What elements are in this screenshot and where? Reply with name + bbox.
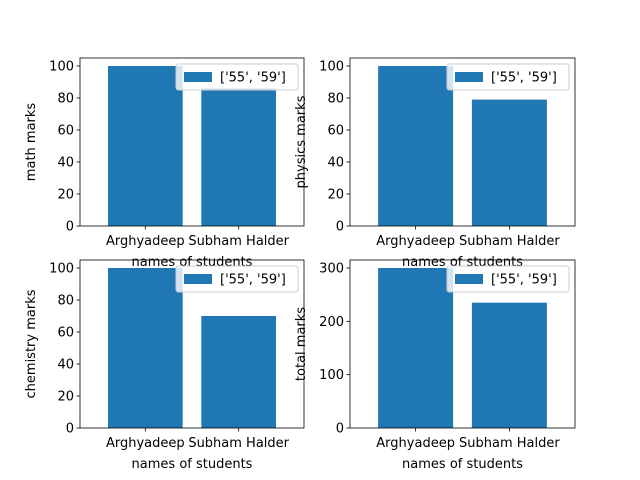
- y-tick-label: 60: [57, 124, 74, 139]
- y-tick-label: 20: [57, 390, 74, 405]
- legend-box: [446, 265, 570, 293]
- axes-frame: [349, 57, 576, 227]
- bar-arghyadeep: [378, 268, 454, 428]
- y-tick-label: 300: [319, 262, 344, 277]
- y-tick-label: 100: [49, 60, 74, 75]
- y-tick-label: 40: [57, 358, 74, 373]
- axes-frame: [349, 259, 576, 429]
- y-tick-label: 40: [57, 156, 74, 171]
- y-tick-label: 200: [319, 315, 344, 330]
- y-tick-label: 100: [319, 60, 344, 75]
- axes-frame: [79, 259, 305, 429]
- legend-box: [175, 265, 299, 293]
- y-tick-label: 0: [66, 422, 74, 437]
- legend-label: ['55', '59']: [220, 273, 286, 288]
- y-axis-label: math marks: [24, 103, 39, 182]
- y-tick-label: 60: [57, 326, 74, 341]
- y-tick-label: 20: [57, 188, 74, 203]
- y-tick-label: 60: [327, 124, 344, 139]
- x-tick-label: Arghyadeep: [376, 436, 455, 451]
- legend: ['55', '59']: [175, 63, 299, 91]
- legend-box: [446, 63, 570, 91]
- x-tick-label: Subham Halder: [459, 234, 560, 249]
- y-axis-label: physics marks: [294, 95, 309, 188]
- x-tick-label: Subham Halder: [459, 436, 560, 451]
- bar-subham-halder: [471, 99, 547, 226]
- y-tick-label: 100: [49, 262, 74, 277]
- y-tick-label: 0: [66, 220, 74, 235]
- legend-swatch: [184, 72, 212, 82]
- x-axis-label: names of students: [132, 457, 253, 472]
- legend: ['55', '59']: [175, 265, 299, 293]
- x-tick-label: Arghyadeep: [106, 234, 185, 249]
- x-tick-label: Subham Halder: [188, 234, 289, 249]
- y-tick-label: 100: [319, 368, 344, 383]
- x-axis-label: names of students: [402, 457, 523, 472]
- legend-label: ['55', '59']: [491, 273, 557, 288]
- legend-label: ['55', '59']: [491, 71, 557, 86]
- bar-arghyadeep: [108, 66, 183, 226]
- bar-subham-halder: [201, 88, 276, 227]
- legend-swatch: [184, 274, 212, 284]
- y-tick-label: 0: [336, 220, 344, 235]
- x-tick-label: Subham Halder: [188, 436, 289, 451]
- legend: ['55', '59']: [446, 63, 570, 91]
- bar-subham-halder: [471, 302, 547, 428]
- legend: ['55', '59']: [446, 265, 570, 293]
- legend-swatch: [455, 274, 483, 284]
- y-tick-label: 80: [57, 92, 74, 107]
- y-tick-label: 20: [327, 188, 344, 203]
- axes-frame: [79, 57, 305, 227]
- bar-arghyadeep: [378, 66, 454, 226]
- bar-arghyadeep: [108, 268, 183, 428]
- y-tick-label: 80: [327, 92, 344, 107]
- legend-swatch: [455, 72, 483, 82]
- subplot-4: 0 100 200 300 Arghyadeep Subham Halder names o…: [294, 259, 576, 472]
- x-tick-label: Arghyadeep: [106, 436, 185, 451]
- y-tick-label: 0: [336, 422, 344, 437]
- subplot-3: 0 20 40 60 80 100 Arghyadeep Subham Halder names…: [24, 259, 305, 472]
- bar-subham-halder: [201, 316, 276, 428]
- y-axis-label: chemistry marks: [24, 289, 39, 398]
- y-axis-label: total marks: [294, 307, 309, 381]
- y-tick-label: 80: [57, 294, 74, 309]
- legend-label: ['55', '59']: [220, 71, 286, 86]
- x-tick-label: Arghyadeep: [376, 234, 455, 249]
- y-tick-label: 40: [327, 156, 344, 171]
- legend-box: [175, 63, 299, 91]
